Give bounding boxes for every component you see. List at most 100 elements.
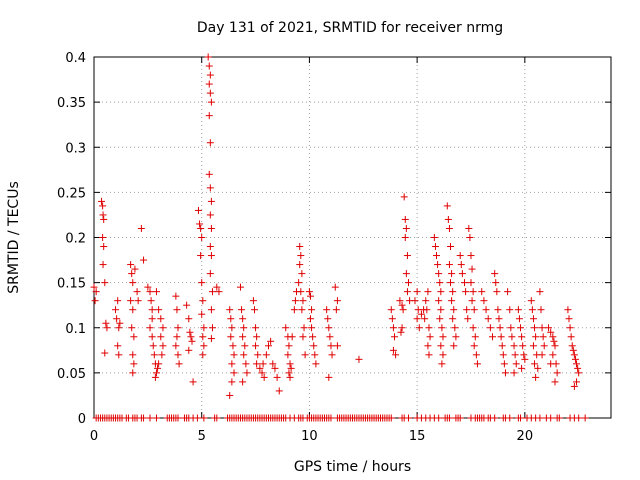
data-point: [425, 324, 433, 332]
data-point: [100, 243, 108, 251]
data-point: [423, 306, 431, 314]
data-point: [207, 224, 215, 232]
y-tick-label: 0.05: [57, 367, 86, 382]
data-point: [296, 243, 304, 251]
data-point: [527, 297, 535, 305]
data-point: [437, 342, 445, 350]
data-point: [436, 315, 444, 323]
data-point: [157, 333, 165, 341]
data-point: [215, 288, 223, 296]
data-point: [174, 414, 182, 422]
data-point: [570, 382, 578, 390]
data-point: [551, 378, 559, 386]
data-point: [194, 206, 202, 214]
data-point: [259, 360, 267, 368]
data-point: [472, 351, 480, 359]
data-point: [507, 324, 515, 332]
data-point: [417, 310, 425, 318]
data-point: [549, 333, 557, 341]
data-point: [206, 243, 214, 251]
data-point: [115, 351, 123, 359]
data-point: [449, 315, 457, 323]
data-point: [450, 306, 458, 314]
data-point: [204, 53, 212, 61]
data-point: [456, 414, 464, 422]
data-point: [551, 342, 559, 350]
data-point: [549, 351, 557, 359]
data-point: [328, 351, 336, 359]
data-point: [331, 283, 339, 291]
data-point: [461, 279, 469, 287]
data-point: [553, 369, 561, 377]
data-point: [275, 387, 283, 395]
data-point: [140, 414, 148, 422]
data-point: [101, 349, 109, 357]
data-point: [573, 378, 581, 386]
data-point: [260, 373, 268, 381]
data-point: [198, 279, 206, 287]
data-point: [467, 252, 475, 260]
data-point: [249, 297, 257, 305]
data-point: [312, 360, 320, 368]
data-point: [501, 369, 509, 377]
data-point: [435, 414, 443, 422]
data-point: [199, 351, 207, 359]
data-point: [536, 288, 544, 296]
data-point: [131, 265, 139, 273]
data-point: [500, 360, 508, 368]
data-point: [456, 252, 464, 260]
data-point: [286, 360, 294, 368]
data-point: [538, 324, 546, 332]
data-point: [134, 297, 142, 305]
data-point: [435, 270, 443, 278]
data-point: [468, 265, 476, 273]
data-point: [253, 333, 261, 341]
data-point: [207, 252, 215, 260]
data-point: [116, 319, 124, 327]
data-point: [443, 202, 451, 210]
data-point: [529, 315, 537, 323]
data-point: [519, 342, 527, 350]
data-point: [208, 324, 216, 332]
data-point: [531, 324, 539, 332]
data-point: [325, 324, 333, 332]
data-point: [491, 270, 499, 278]
data-point: [206, 211, 214, 219]
data-point: [157, 315, 165, 323]
data-point: [422, 297, 430, 305]
data-point: [99, 202, 107, 210]
y-tick-label: 0.3: [65, 141, 86, 156]
data-point: [155, 306, 163, 314]
data-point: [547, 414, 555, 422]
data-point: [401, 215, 409, 223]
data-point: [298, 270, 306, 278]
data-point: [238, 306, 246, 314]
data-point: [299, 297, 307, 305]
data-point: [531, 360, 539, 368]
data-point: [198, 234, 206, 241]
data-point: [240, 324, 248, 332]
data-point: [146, 288, 154, 296]
data-point: [486, 324, 494, 332]
data-point: [470, 306, 478, 314]
data-point: [413, 315, 421, 323]
data-point: [497, 333, 505, 341]
data-point: [569, 346, 577, 354]
data-point: [447, 243, 455, 251]
data-point: [532, 333, 540, 341]
data-point: [205, 80, 213, 88]
data-point: [152, 369, 160, 377]
data-point: [415, 324, 423, 332]
data-point: [301, 351, 309, 359]
data-point: [402, 270, 410, 278]
data-point: [555, 414, 563, 422]
y-axis-title: SRMTID / TECUs: [6, 181, 22, 294]
data-point: [158, 351, 166, 359]
data-point: [113, 315, 121, 323]
data-point: [458, 270, 466, 278]
data-point: [327, 414, 335, 422]
data-point: [146, 414, 154, 422]
data-point: [493, 288, 501, 296]
data-point: [438, 360, 446, 368]
data-point: [515, 315, 523, 323]
